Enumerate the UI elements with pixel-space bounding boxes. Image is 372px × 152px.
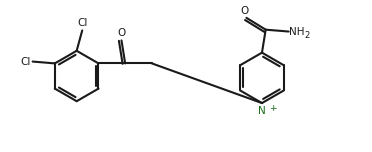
Text: Cl: Cl xyxy=(21,57,31,67)
Text: +: + xyxy=(269,104,276,113)
Text: NH: NH xyxy=(289,27,305,36)
Text: N: N xyxy=(258,106,266,116)
Text: Cl: Cl xyxy=(77,18,87,28)
Text: O: O xyxy=(117,28,126,38)
Text: 2: 2 xyxy=(304,31,310,40)
Text: O: O xyxy=(241,6,249,16)
